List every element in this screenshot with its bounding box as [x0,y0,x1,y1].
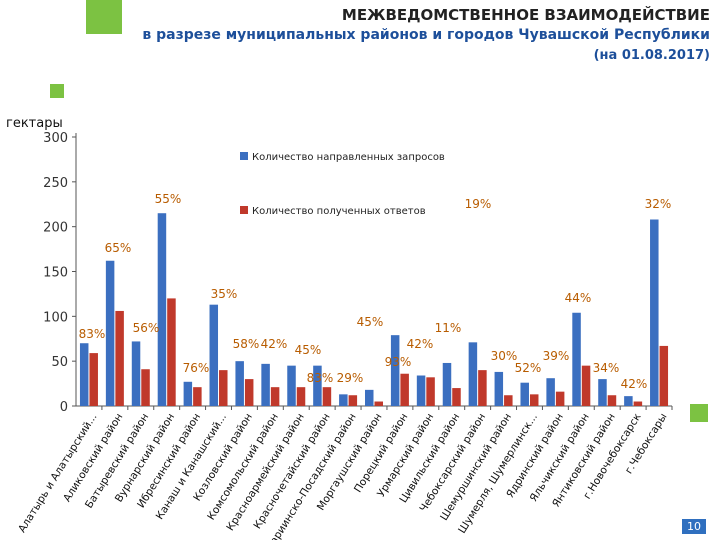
legend-swatch-received [240,206,248,214]
bar-received-answers [452,388,461,406]
bar-sent-requests [624,396,633,406]
bar-sent-requests [235,361,244,406]
y-tick-label: 200 [43,221,68,236]
bar-sent-requests [79,343,89,406]
bar-received-answers [167,298,176,406]
percent-label: 83% [79,327,106,341]
bar-received-answers [270,387,280,406]
percent-label: 42% [407,337,434,351]
percent-label: 19% [465,197,492,211]
y-tick-label: 100 [43,310,68,325]
y-tick-label: 50 [51,355,68,370]
bar-sent-requests [572,312,581,406]
bar-received-answers [348,395,358,406]
bar-sent-requests [261,363,270,406]
percent-label: 83% [307,371,334,385]
bar-received-answers [374,401,383,406]
bar-received-answers [141,369,150,406]
page-number: 10 [682,519,706,534]
percent-label: 39% [543,349,570,363]
percent-label: 93% [385,355,412,369]
y-axis-unit-label: гектары [6,116,63,131]
bar-received-answers [426,377,435,406]
bar-sent-requests [287,365,296,406]
bar-sent-requests [339,394,348,406]
bar-received-answers [115,310,124,406]
bar-received-answers [659,345,669,406]
bar-received-answers [219,370,228,406]
bar-sent-requests [365,389,374,406]
percent-label: 32% [645,197,672,211]
bar-sent-requests [520,382,529,406]
percent-label: 11% [435,321,462,335]
bar-received-answers [193,387,202,406]
percent-label: 35% [211,287,238,301]
percent-label: 76% [183,361,210,375]
percent-label: 45% [357,315,384,329]
bar-sent-requests [390,335,400,406]
bar-received-answers [633,401,643,406]
legend-label-received: Количество полученных ответов [252,206,426,217]
percent-label: 65% [105,241,132,255]
bar-received-answers [478,370,487,406]
percent-label: 52% [515,361,542,375]
percent-label: 58% [233,337,260,351]
bar-sent-requests [494,371,504,406]
bar-received-answers [244,379,254,406]
bar-received-answers [607,395,617,406]
y-tick-label: 0 [60,400,68,415]
bar-sent-requests [209,304,219,406]
bar-sent-requests [157,213,167,406]
percent-label: 34% [593,361,620,375]
bar-sent-requests [105,260,115,406]
page-title: МЕЖВЕДОМСТВЕННОЕ ВЗАИМОДЕЙСТВИЕ [341,6,710,24]
bar-sent-requests [183,381,193,406]
percent-label: 30% [491,349,518,363]
bar-received-answers [296,387,306,406]
bar-sent-requests [468,342,478,406]
percent-label: 56% [133,321,160,335]
bar-received-answers [555,391,565,406]
bar-sent-requests [313,365,322,406]
bar-received-answers [322,387,332,406]
legend-label-sent: Количество направленных запросов [252,152,445,163]
decor-square-mid [50,84,64,98]
y-tick-label: 300 [43,131,68,146]
bar-sent-requests [650,219,659,406]
percent-label: 44% [565,291,592,305]
percent-label: 45% [295,343,322,357]
bar-sent-requests [598,379,607,406]
bar-received-answers [400,373,409,406]
percent-label: 42% [261,337,288,351]
bar-received-answers [504,395,513,406]
bar-received-answers [581,365,591,406]
percent-label: 55% [155,192,182,206]
bar-received-answers [529,394,539,406]
bar-sent-requests [131,341,141,406]
bar-sent-requests [546,378,555,406]
percent-label: 42% [621,377,648,391]
decor-square-top [86,0,122,34]
page-subtitle: в разрезе муниципальных районов и городо… [142,27,710,43]
report-date: (на 01.08.2017) [593,48,710,63]
percent-label: 29% [337,371,364,385]
decor-square-right [690,404,708,422]
bar-sent-requests [442,362,452,406]
y-tick-label: 250 [43,176,68,191]
legend-swatch-sent [240,152,248,160]
bar-received-answers [89,353,98,406]
bar-sent-requests [416,375,426,406]
y-tick-label: 150 [43,266,68,281]
